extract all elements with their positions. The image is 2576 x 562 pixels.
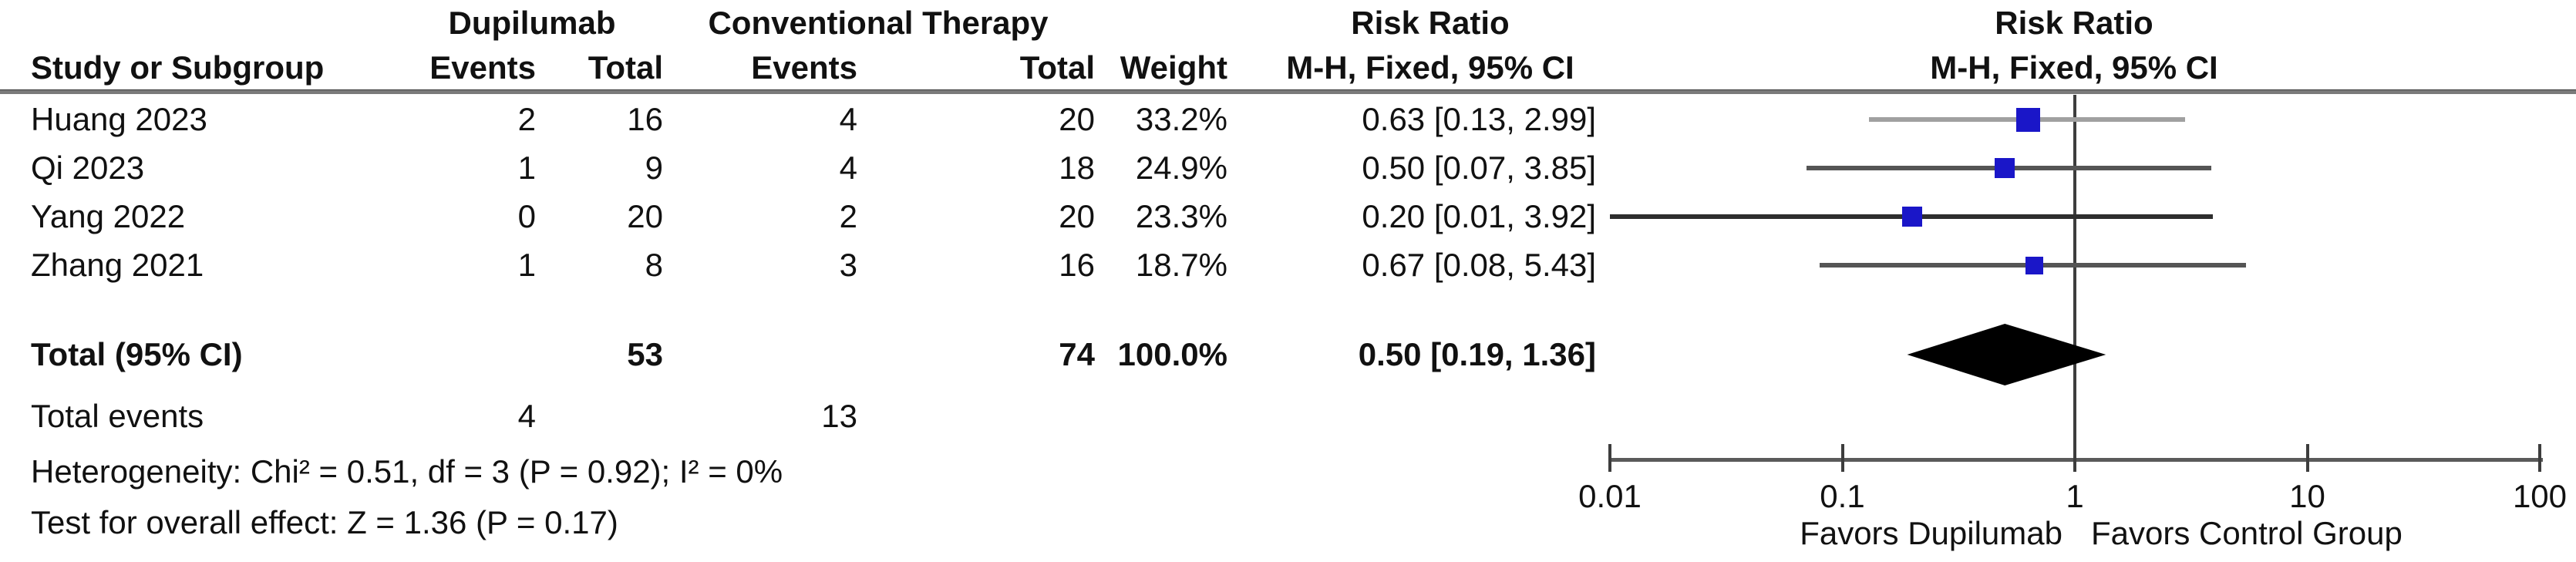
- axis-tick: [1608, 444, 1611, 472]
- col-header-events-dupilumab: Events: [429, 49, 536, 86]
- axis-tick: [2538, 444, 2541, 472]
- total-events-label: Total events: [31, 398, 204, 434]
- study-row-events1: 2: [517, 101, 536, 137]
- study-row-name: Huang 2023: [31, 101, 207, 137]
- group-header-conventional: Conventional Therapy: [708, 5, 1049, 41]
- col-header-weight: Weight: [1120, 49, 1227, 86]
- study-row-rr_label: 0.20 [0.01, 3.92]: [1362, 198, 1596, 234]
- group-header-dupilumab: Dupilumab: [448, 5, 616, 41]
- study-row-rr_label: 0.67 [0.08, 5.43]: [1362, 247, 1596, 283]
- study-row-rr_label: 0.63 [0.13, 2.99]: [1362, 101, 1596, 137]
- header-divider-rule: [0, 89, 2576, 94]
- study-row-weight: 18.7%: [1135, 247, 1227, 283]
- total-row-total1: 53: [627, 336, 663, 372]
- study-row-name: Yang 2022: [31, 198, 186, 234]
- col-header-total-conventional: Total: [1019, 49, 1095, 86]
- effect-marker: [1995, 158, 2015, 178]
- study-row-total1: 8: [645, 247, 663, 283]
- study-row-weight: 33.2%: [1135, 101, 1227, 137]
- overall-effect-text: Test for overall effect: Z = 1.36 (P = 0…: [31, 504, 618, 540]
- study-row-weight: 23.3%: [1135, 198, 1227, 234]
- axis-tick-label: 10: [2289, 478, 2325, 514]
- heterogeneity-text: Heterogeneity: Chi² = 0.51, df = 3 (P = …: [31, 453, 783, 490]
- study-row-weight: 24.9%: [1135, 150, 1227, 186]
- study-row-name: Zhang 2021: [31, 247, 204, 283]
- study-row-events1: 0: [517, 198, 536, 234]
- effect-marker: [2016, 107, 2040, 132]
- axis-tick-label: 100: [2512, 478, 2568, 514]
- study-row-total2: 20: [1059, 101, 1095, 137]
- col-header-method-table: M-H, Fixed, 95% CI: [1286, 49, 1574, 86]
- study-row-events2: 4: [839, 101, 857, 137]
- study-row-total2: 20: [1059, 198, 1095, 234]
- col-header-total-dupilumab: Total: [588, 49, 663, 86]
- axis-tick-label: 0.1: [1820, 478, 1865, 514]
- study-row-events1: 1: [517, 247, 536, 283]
- axis-tick: [2305, 444, 2309, 472]
- study-row-total1: 20: [627, 198, 663, 234]
- study-row-name: Qi 2023: [31, 150, 145, 186]
- study-row-rr_label: 0.50 [0.07, 3.85]: [1362, 150, 1596, 186]
- total-row-label: Total (95% CI): [31, 336, 243, 372]
- total-row-total2: 74: [1059, 336, 1095, 372]
- risk-ratio-header-table: Risk Ratio: [1351, 5, 1510, 41]
- total-row-weight: 100.0%: [1117, 336, 1227, 372]
- total-events-row-events1: 4: [517, 398, 536, 434]
- study-row-events2: 3: [839, 247, 857, 283]
- axis-tick-label: 1: [2066, 478, 2084, 514]
- effect-marker: [1902, 207, 1923, 227]
- favors-right-label: Favors Control Group: [2091, 515, 2403, 551]
- reference-line: [2073, 95, 2076, 459]
- study-row-events2: 2: [839, 198, 857, 234]
- col-header-study: Study or Subgroup: [31, 49, 325, 86]
- col-header-events-conventional: Events: [751, 49, 857, 86]
- study-row-events1: 1: [517, 150, 536, 186]
- total-row-rr_label: 0.50 [0.19, 1.36]: [1358, 336, 1596, 372]
- axis-tick: [2073, 444, 2076, 472]
- effect-marker: [2025, 256, 2044, 274]
- favors-left-label: Favors Dupilumab: [1800, 515, 2062, 551]
- study-row-total2: 18: [1059, 150, 1095, 186]
- study-row-total1: 16: [627, 101, 663, 137]
- risk-ratio-header-plot: Risk Ratio: [1995, 5, 2153, 41]
- total-events-row-events2: 13: [821, 398, 857, 434]
- col-header-method-plot: M-H, Fixed, 95% CI: [1930, 49, 2218, 86]
- study-row-total1: 9: [645, 150, 663, 186]
- study-row-events2: 4: [839, 150, 857, 186]
- study-row-total2: 16: [1059, 247, 1095, 283]
- axis-tick: [1840, 444, 1844, 472]
- axis-tick-label: 0.01: [1578, 478, 1642, 514]
